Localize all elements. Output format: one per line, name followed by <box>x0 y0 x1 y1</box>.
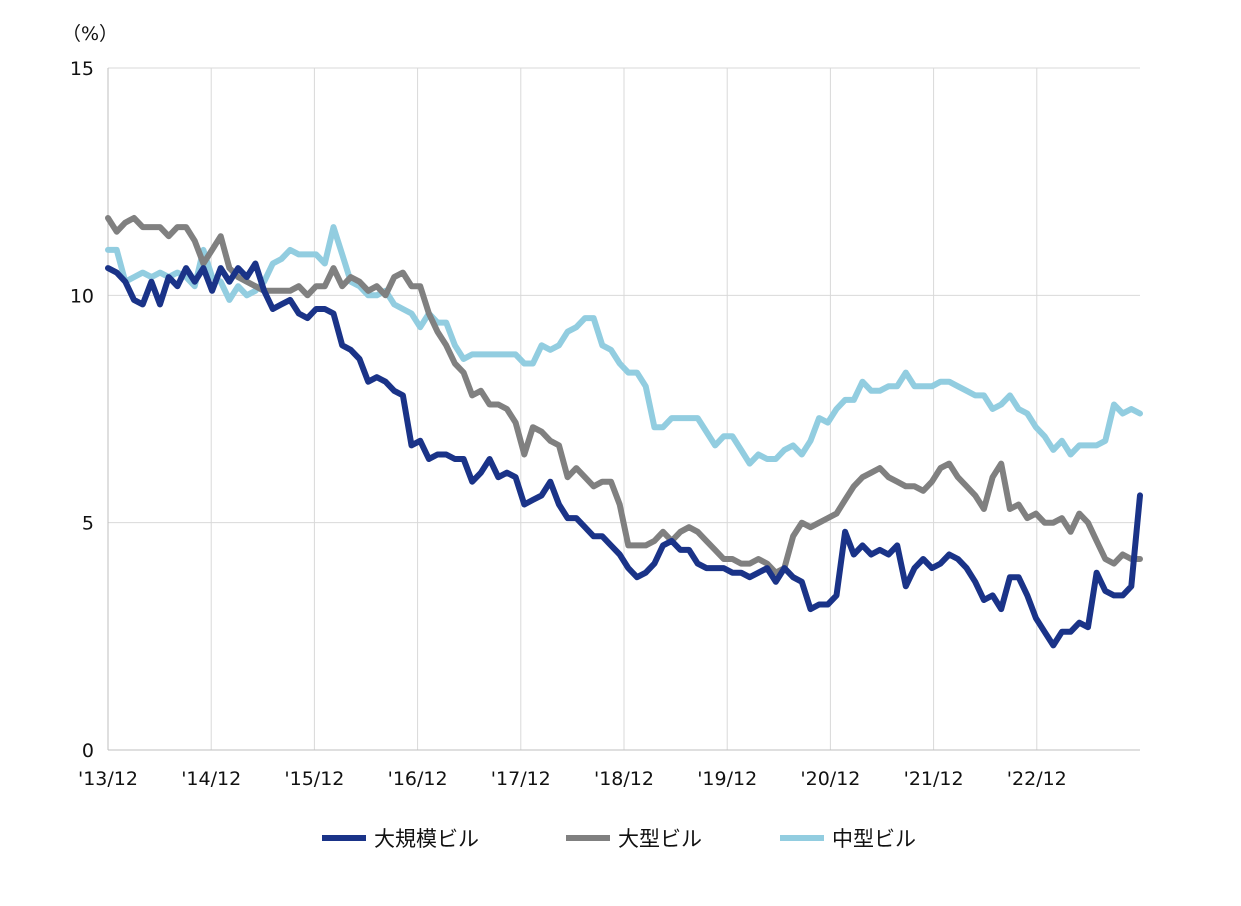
x-tick-label: '22/12 <box>1007 768 1067 790</box>
series-lines <box>105 215 1143 649</box>
legend-swatch-large-scale <box>322 835 366 841</box>
y-axis-unit-label: （%） <box>62 23 118 45</box>
legend-label-large: 大型ビル <box>618 827 702 851</box>
y-tick-label: 15 <box>70 58 94 80</box>
x-tick-label: '19/12 <box>697 768 757 790</box>
legend-item-large-scale: 大規模ビル <box>322 822 479 854</box>
series-line-0 <box>105 260 1143 649</box>
legend-item-large: 大型ビル <box>566 822 702 854</box>
legend-swatch-medium <box>780 835 824 841</box>
y-tick-label: 10 <box>70 285 94 307</box>
x-tick-label: '17/12 <box>491 768 551 790</box>
x-tick-label: '15/12 <box>284 768 344 790</box>
y-tick-label: 0 <box>82 740 94 762</box>
series-line-2 <box>105 224 1143 467</box>
legend: 大規模ビル 大型ビル 中型ビル <box>0 822 1241 854</box>
legend-swatch-large <box>566 835 610 841</box>
x-tick-label: '13/12 <box>78 768 138 790</box>
axes <box>107 68 1140 751</box>
x-tick-label: '21/12 <box>904 768 964 790</box>
x-tick-label: '18/12 <box>594 768 654 790</box>
legend-label-large-scale: 大規模ビル <box>374 827 479 851</box>
x-tick-label: '20/12 <box>800 768 860 790</box>
x-tick-labels: '13/12 '14/12 '15/12 '16/12 '17/12 '18/12 '19/… <box>78 768 1067 790</box>
series-line-1 <box>105 215 1143 576</box>
x-tick-label: '16/12 <box>388 768 448 790</box>
y-tick-label: 5 <box>82 513 94 535</box>
legend-label-medium: 中型ビル <box>832 827 916 851</box>
y-tick-labels: 0 5 10 15 <box>70 58 94 762</box>
gridlines <box>108 67 1140 750</box>
legend-item-medium: 中型ビル <box>780 822 916 854</box>
x-tick-label: '14/12 <box>181 768 241 790</box>
